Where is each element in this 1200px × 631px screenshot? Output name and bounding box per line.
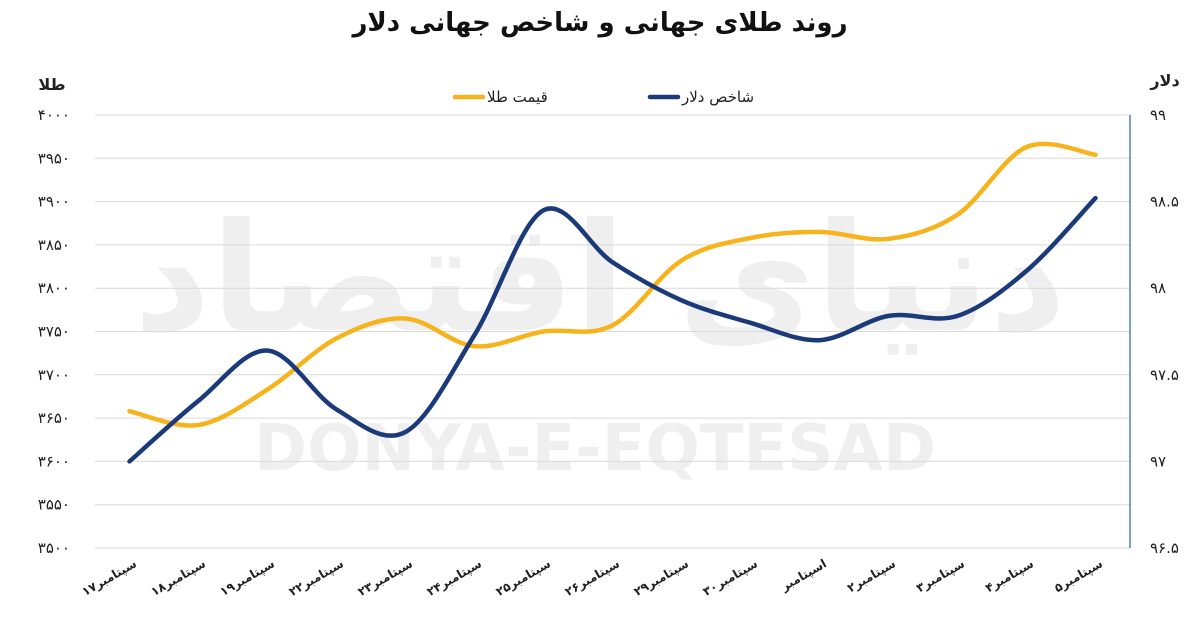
left-tick-label: ۳۸۰۰ <box>38 279 70 297</box>
x-tick-label: ۵سپتامبر <box>1052 556 1105 595</box>
x-tick-label: اسپتامبر <box>778 556 829 594</box>
left-tick-label: ۴۰۰۰ <box>38 106 70 124</box>
legend-gold-label: قیمت طلا <box>487 88 548 106</box>
series-layer <box>127 141 1098 464</box>
dollar-index-line <box>127 195 1098 464</box>
x-tick-label: ۳سپتامبر <box>914 556 967 595</box>
x-tick-label: ۲۴سپتامبر <box>425 556 484 598</box>
right-tick-label: ۹۸.۵ <box>1150 193 1179 211</box>
x-tick-label: ۲۵سپتامبر <box>494 556 553 598</box>
gold-price-line <box>127 141 1098 428</box>
right-tick-label: ۹۶.۵ <box>1150 539 1179 557</box>
x-tick-label: ۲۲سپتامبر <box>287 556 346 598</box>
left-axis-title: طلا <box>38 75 65 94</box>
left-tick-label: ۳۹۰۰ <box>38 193 70 211</box>
left-tick-label: ۳۸۵۰ <box>38 236 70 254</box>
left-tick-label: ۳۶۰۰ <box>38 452 70 470</box>
watermark-en: DONYA-E-EQTESAD <box>254 412 936 486</box>
left-tick-label: ۳۵۵۰ <box>38 496 70 514</box>
left-tick-label: ۳۷۵۰ <box>38 323 70 341</box>
right-tick-label: ۹۸ <box>1150 279 1166 297</box>
right-axis-title: دلار <box>1149 71 1179 90</box>
x-tick-label: ۲سپتامبر <box>845 556 898 595</box>
x-tick-label: ۱۹سپتامبر <box>218 556 277 598</box>
gridlines <box>95 114 1130 549</box>
right-tick-label: ۹۷ <box>1150 452 1166 470</box>
left-tick-label: ۳۷۰۰ <box>38 366 70 384</box>
right-tick-label: ۹۹ <box>1150 106 1166 124</box>
legend: قیمت طلا شاخص دلار <box>452 88 754 106</box>
watermark-fa: دنیای اقتصاد <box>134 192 1067 366</box>
x-tick-label: ۱۸سپتامبر <box>149 556 208 598</box>
x-tick-label: ۱۷سپتامبر <box>80 556 139 598</box>
watermark: دنیای اقتصاد DONYA-E-EQTESAD <box>134 192 1067 486</box>
x-tick-label: ۴سپتامبر <box>983 556 1036 595</box>
right-tick-label: ۹۷.۵ <box>1150 366 1179 384</box>
left-tick-label: ۳۹۵۰ <box>38 149 70 167</box>
left-tick-label: ۳۶۵۰ <box>38 409 70 427</box>
x-tick-label: ۲۳سپتامبر <box>356 556 415 598</box>
left-tick-label: ۳۵۰۰ <box>38 539 70 557</box>
x-tick-label: ۳۰سپتامبر <box>701 556 760 598</box>
x-tick-label: ۲۶سپتامبر <box>563 556 622 598</box>
legend-dollar-label: شاخص دلار <box>681 88 754 106</box>
x-tick-label: ۲۹سپتامبر <box>632 556 691 598</box>
chart-title: روند طلای جهانی و شاخص جهانی دلار <box>352 8 848 38</box>
